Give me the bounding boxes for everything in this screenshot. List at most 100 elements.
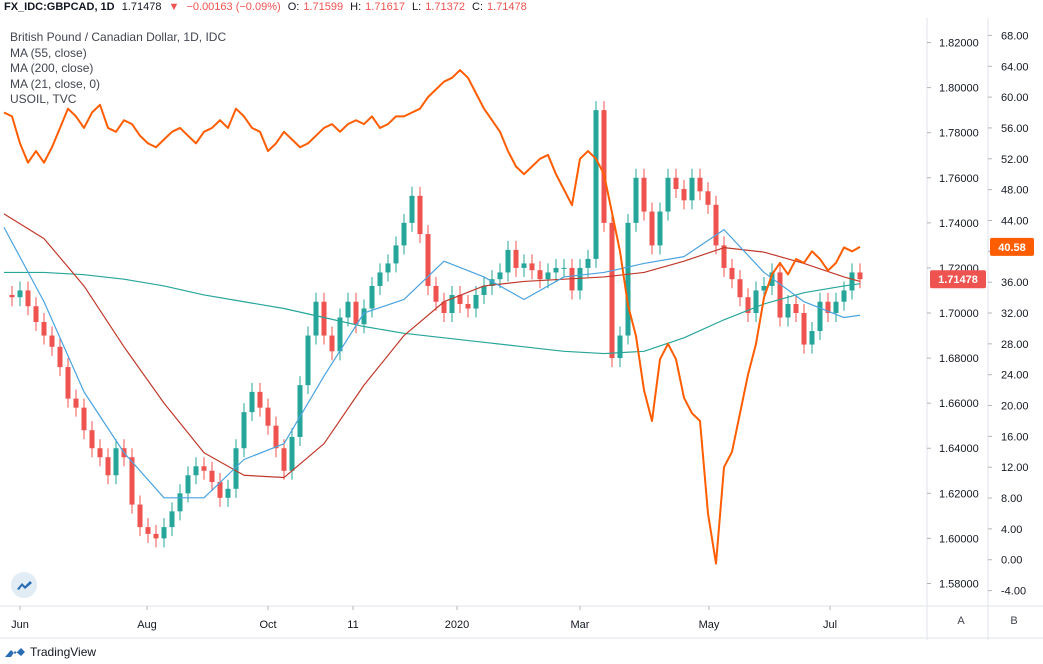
candle-body bbox=[713, 204, 719, 246]
candle-body bbox=[801, 313, 807, 345]
candle-body bbox=[329, 335, 335, 352]
log-scale-button[interactable]: B bbox=[1010, 615, 1018, 627]
candle-body bbox=[625, 222, 631, 336]
candle-body bbox=[193, 466, 199, 476]
auto-scale-button[interactable]: A bbox=[957, 615, 965, 627]
high-label: H: bbox=[350, 1, 362, 13]
price-tick-label: 1.66000 bbox=[939, 398, 979, 410]
change-down-icon: ▼ bbox=[168, 1, 180, 13]
time-tick-label: Oct bbox=[259, 619, 276, 631]
candle-body bbox=[833, 301, 839, 313]
candle-body bbox=[305, 335, 311, 386]
legend-ma55[interactable]: MA (55, close) bbox=[10, 45, 87, 60]
candle-body bbox=[721, 245, 727, 268]
candle-body bbox=[297, 385, 303, 437]
legend-title[interactable]: British Pound / Canadian Dollar, 1D, IDC bbox=[10, 30, 227, 44]
candle-body bbox=[73, 398, 79, 408]
candle-body bbox=[25, 290, 31, 307]
candle-body bbox=[217, 482, 223, 498]
oil-tick-label: 64.00 bbox=[1001, 61, 1029, 73]
footer-brand[interactable]: TradingView bbox=[4, 645, 96, 659]
oil-tick-label: 8.00 bbox=[1001, 493, 1022, 505]
candle-body bbox=[465, 303, 471, 309]
open-label: O: bbox=[287, 1, 300, 13]
high-value: 1.71617 bbox=[365, 1, 405, 13]
oil-tick-label: 52.00 bbox=[1001, 154, 1029, 166]
chart-legend: British Pound / Canadian Dollar, 1D, IDC… bbox=[10, 30, 226, 108]
candle-body bbox=[857, 272, 863, 280]
tradingview-logo-icon[interactable] bbox=[11, 572, 37, 598]
oil-tick-label: 32.00 bbox=[1001, 308, 1029, 320]
candle-body bbox=[537, 270, 543, 280]
candle-body bbox=[577, 267, 583, 291]
candle-body bbox=[321, 301, 327, 336]
candle-body bbox=[457, 294, 463, 304]
candle-body bbox=[65, 367, 71, 399]
oil-tick-label: 36.00 bbox=[1001, 277, 1029, 289]
candle-body bbox=[561, 267, 567, 269]
candle-body bbox=[425, 234, 431, 286]
legend-ma21[interactable]: MA (21, close, 0) bbox=[10, 76, 101, 91]
oil-tick-label: 60.00 bbox=[1001, 92, 1029, 104]
candle-body bbox=[81, 407, 87, 431]
oil-tick-label: 28.00 bbox=[1001, 339, 1029, 351]
candle-body bbox=[177, 493, 183, 512]
candle-body bbox=[433, 285, 439, 302]
candle-body bbox=[153, 533, 159, 539]
candle-body bbox=[353, 301, 359, 325]
candle-body bbox=[369, 285, 375, 309]
candle-body bbox=[273, 425, 279, 449]
candle-body bbox=[761, 285, 767, 291]
time-tick-label: 2020 bbox=[445, 619, 469, 631]
candle-body bbox=[409, 195, 415, 223]
legend-overlay[interactable]: USOIL, TVC bbox=[10, 92, 77, 106]
candle-body bbox=[593, 110, 599, 259]
candle-body bbox=[129, 457, 135, 505]
candle-body bbox=[169, 511, 175, 528]
price-tick-label: 1.78000 bbox=[939, 128, 979, 140]
last-price-tag-label: 1.71478 bbox=[938, 274, 978, 286]
candle-body bbox=[545, 272, 551, 280]
candle-body bbox=[361, 308, 367, 325]
low-label: L: bbox=[412, 1, 422, 13]
candle-body bbox=[257, 391, 263, 408]
candle-body bbox=[441, 301, 447, 313]
price-tick-label: 1.64000 bbox=[939, 443, 979, 455]
symbol-header: FX_IDC:GBPCAD, 1D 1.71478 ▼ −0.00163 (−0… bbox=[4, 1, 531, 17]
candle-body bbox=[33, 306, 39, 323]
last-price-tag bbox=[930, 270, 986, 289]
candle-body bbox=[289, 436, 295, 471]
oil-tick-label: 16.00 bbox=[1001, 431, 1029, 443]
legend-ma200[interactable]: MA (200, close) bbox=[10, 61, 94, 75]
candle-body bbox=[313, 301, 319, 336]
ma200-line bbox=[4, 271, 861, 355]
oil-tick-label: 48.00 bbox=[1001, 185, 1029, 197]
candle-body bbox=[209, 470, 215, 483]
candle-body bbox=[681, 189, 687, 201]
candle-body bbox=[337, 317, 343, 352]
last-oil-tag bbox=[990, 237, 1034, 256]
candle-body bbox=[97, 448, 103, 458]
candle-body bbox=[609, 222, 615, 359]
candle-body bbox=[41, 322, 47, 336]
candle-body bbox=[505, 249, 511, 273]
open-value: 1.71599 bbox=[303, 1, 344, 13]
candle-body bbox=[769, 272, 775, 286]
time-tick-label: May bbox=[699, 619, 720, 631]
price-tick-label: 1.82000 bbox=[939, 38, 979, 50]
candle-body bbox=[449, 294, 455, 313]
candle-body bbox=[281, 448, 287, 471]
candle-body bbox=[497, 272, 503, 280]
candle-body bbox=[233, 448, 239, 489]
candle-body bbox=[105, 457, 111, 476]
candle-body bbox=[401, 222, 407, 246]
price-tick-label: 1.68000 bbox=[939, 353, 979, 365]
candle-body bbox=[145, 527, 151, 534]
oil-tick-label: 56.00 bbox=[1001, 123, 1029, 135]
candle-body bbox=[785, 303, 791, 318]
time-tick-label: 11 bbox=[347, 619, 358, 631]
symbol-label[interactable]: FX_IDC:GBPCAD, 1D bbox=[4, 1, 115, 13]
candle-body bbox=[745, 297, 751, 313]
candle-body bbox=[673, 177, 679, 190]
